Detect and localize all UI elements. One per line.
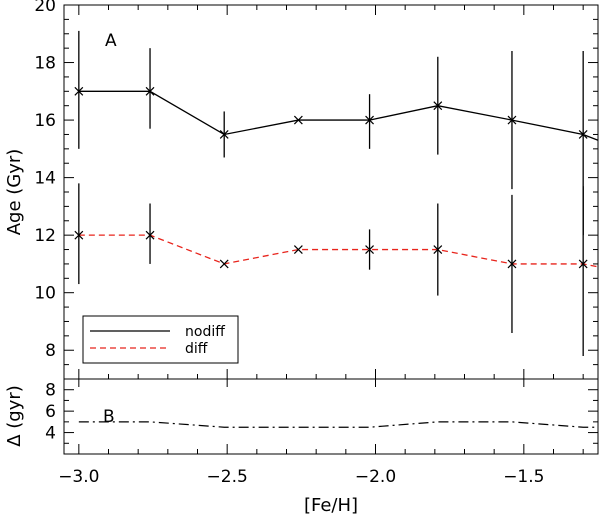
marker-nodiff-2 <box>219 130 229 139</box>
panel-b-label: B <box>103 407 115 427</box>
legend-box <box>82 315 239 364</box>
panel-a-ytick-label-4: 16 <box>34 111 56 131</box>
panel-a-ytick-label-2: 12 <box>34 226 56 246</box>
point-diff-0 <box>74 230 84 240</box>
marker-diff-0 <box>74 230 84 240</box>
xtick-label-2: −2.0 <box>355 467 396 487</box>
point-diff-4 <box>365 245 374 254</box>
panel-b-ytick-label-1: 6 <box>45 402 56 422</box>
series-line-delta <box>78 421 598 428</box>
marker-nodiff-6 <box>507 115 517 125</box>
panel-b-frame <box>63 378 599 455</box>
marker-diff-5 <box>433 245 443 254</box>
legend-label-diff: diff <box>185 341 208 357</box>
panel-b-y-axis-label: Δ (gyr) <box>4 385 25 447</box>
marker-diff-6 <box>507 259 517 269</box>
xtick-label-3: −1.5 <box>503 467 544 487</box>
point-nodiff-0 <box>74 86 84 96</box>
point-diff-7 <box>578 259 588 269</box>
marker-diff-2 <box>219 259 229 269</box>
panel-b-ytick-label-0: 4 <box>45 424 56 444</box>
marker-diff-3 <box>293 245 303 254</box>
point-diff-2 <box>219 259 229 269</box>
marker-nodiff-0 <box>74 86 84 96</box>
legend-label-nodiff: nodiff <box>185 324 225 340</box>
point-diff-3 <box>293 245 303 254</box>
point-nodiff-1 <box>145 86 155 96</box>
xtick-label-1: −2.5 <box>207 467 248 487</box>
panel-a-y-axis-label: Age (Gyr) <box>4 149 25 236</box>
panel-b-label-layer: B <box>103 407 115 427</box>
xtick-label-0: −3.0 <box>58 467 99 487</box>
marker-nodiff-3 <box>293 115 303 125</box>
marker-nodiff-1 <box>145 86 155 96</box>
marker-diff-4 <box>365 245 374 254</box>
marker-nodiff-5 <box>433 101 443 111</box>
point-diff-6 <box>507 259 517 269</box>
marker-nodiff-7 <box>578 130 588 139</box>
plot-layer <box>74 30 599 428</box>
panel-a-ytick-label-1: 10 <box>34 284 56 304</box>
panel-a-ytick-label-3: 14 <box>34 169 56 189</box>
point-diff-1 <box>145 230 155 240</box>
marker-diff-7 <box>578 259 588 269</box>
panel-b-ytick-label-2: 8 <box>45 381 56 401</box>
point-nodiff-2 <box>219 130 229 139</box>
panel-a-ytick-label-6: 20 <box>34 0 56 16</box>
panel-a-ytick-label-0: 8 <box>45 341 56 361</box>
point-nodiff-5 <box>433 101 443 111</box>
point-diff-5 <box>433 245 443 254</box>
point-nodiff-4 <box>365 115 374 125</box>
point-nodiff-6 <box>507 115 517 125</box>
series-line-nodiff <box>78 90 599 141</box>
point-nodiff-3 <box>293 115 303 125</box>
x-axis-label: [Fe/H] <box>304 495 358 516</box>
panel-a-label: A <box>105 31 117 51</box>
series-line-diff <box>78 234 599 268</box>
marker-diff-1 <box>145 230 155 240</box>
marker-nodiff-4 <box>365 115 374 125</box>
point-nodiff-7 <box>578 130 588 139</box>
panel-a-ytick-label-5: 18 <box>34 54 56 74</box>
